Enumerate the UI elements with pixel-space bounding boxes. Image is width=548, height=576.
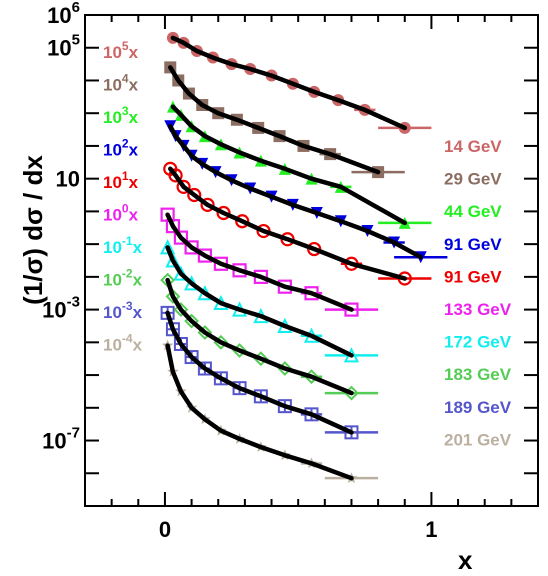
y-tick-label: 10-3	[42, 294, 80, 323]
y-axis-label: (1/σ) dσ / dx	[18, 155, 48, 305]
scale-factor-label: 102x	[103, 137, 139, 160]
energy-label: 183 GeV	[444, 365, 512, 384]
scale-factor-label: 10-1x	[103, 234, 143, 257]
fit-curve	[170, 104, 408, 226]
energy-label: 172 GeV	[444, 333, 512, 352]
energy-label: 133 GeV	[444, 300, 512, 319]
y-tick-label: 10-7	[42, 425, 80, 454]
scale-factor-label: 10-2x	[103, 267, 143, 290]
plot-frame	[84, 14, 539, 507]
x-tick-label: 0	[159, 517, 171, 542]
fit-curve	[168, 65, 381, 175]
data-point	[168, 168, 183, 183]
fit-curve	[168, 124, 424, 260]
data-point	[184, 240, 199, 255]
scale-factor-label: 103x	[103, 104, 139, 127]
energy-label: 44 GeV	[444, 202, 502, 221]
data-point	[216, 205, 231, 221]
series-8	[160, 305, 379, 440]
energy-label: 91 GeV	[444, 235, 502, 254]
fit-curve	[165, 245, 354, 358]
energy-label: 29 GeV	[444, 170, 502, 189]
energy-label: 14 GeV	[444, 137, 502, 156]
data-point	[197, 248, 213, 263]
data-point	[235, 214, 250, 229]
x-axis-label: x	[458, 545, 473, 575]
data-point	[176, 179, 191, 194]
data-point	[165, 252, 181, 268]
data-point	[165, 219, 181, 234]
fit-curve	[165, 277, 354, 396]
scale-factor-label: 10-3x	[103, 299, 143, 322]
scale-factor-label: 104x	[103, 72, 139, 95]
energy-label: 91 GeV	[444, 267, 502, 286]
fit-curve	[165, 343, 354, 481]
data-point	[187, 187, 202, 203]
x-tick-label: 1	[425, 517, 437, 542]
data-point	[344, 302, 359, 317]
fit-curve	[165, 212, 354, 312]
scale-factor-label: 101x	[103, 169, 139, 192]
scale-factor-label: 10-4x	[103, 332, 143, 355]
energy-label: 201 GeV	[444, 430, 512, 449]
energy-label: 189 GeV	[444, 398, 512, 417]
data-point	[200, 197, 215, 212]
y-tick-label: 105	[47, 32, 80, 61]
scale-factor-label: 100x	[103, 202, 139, 225]
series-7	[160, 272, 379, 401]
fit-curve	[168, 166, 408, 281]
y-tick-label: 10	[56, 167, 80, 192]
data-point	[165, 289, 181, 304]
data-point	[173, 230, 189, 245]
scale-factor-label: 105x	[103, 39, 139, 62]
fit-curve	[165, 310, 354, 435]
fit-curve	[170, 35, 408, 131]
data-point	[173, 302, 189, 318]
series-0	[166, 31, 432, 134]
y-tick-label: 106	[47, 0, 80, 28]
